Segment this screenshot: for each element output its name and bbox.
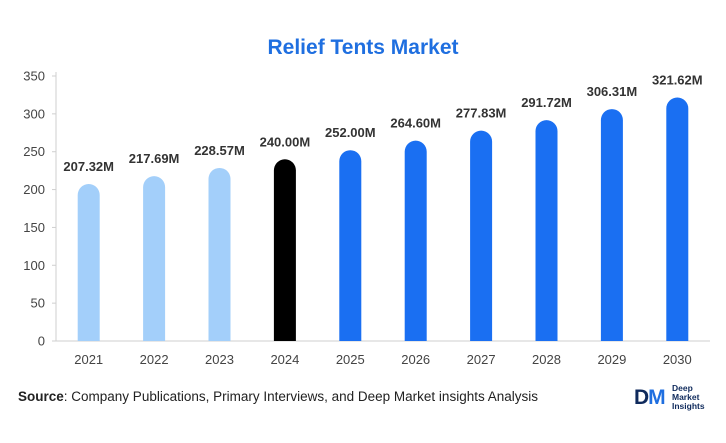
logo-line-3: Insights [672, 401, 705, 411]
bar-2024 [273, 159, 296, 341]
x-tick-label-2028: 2028 [532, 352, 561, 367]
y-tick-label: 250 [23, 144, 45, 159]
y-tick-label: 350 [23, 69, 45, 84]
bar-2028 [535, 120, 558, 341]
logo-mark-d: D [634, 386, 649, 409]
source-note: Source: Company Publications, Primary In… [18, 389, 538, 404]
data-label-2028: 291.72M [521, 95, 572, 110]
data-label-2030: 321.62M [652, 72, 703, 87]
bar-2022 [143, 176, 166, 341]
bar-2025 [339, 150, 362, 341]
data-label-2022: 217.69M [129, 151, 180, 166]
x-tick-label-2022: 2022 [140, 352, 169, 367]
x-tick-label-2026: 2026 [401, 352, 430, 367]
data-label-2023: 228.57M [194, 143, 245, 158]
data-labels: 207.32M 217.69M 228.57M 240.00M 252.00M 264.6… [63, 72, 702, 174]
y-axis: 0 50 100 150 200 250 300 350 [23, 69, 57, 349]
logo-mark-m: M [648, 386, 665, 409]
x-tick-label-2023: 2023 [205, 352, 234, 367]
y-tick-label: 200 [23, 182, 45, 197]
x-tick-label-2024: 2024 [270, 352, 299, 367]
y-tick-label: 150 [23, 220, 45, 235]
bar-2021 [77, 184, 100, 341]
data-label-2029: 306.31M [587, 84, 638, 99]
y-tick-label: 300 [23, 106, 45, 121]
bar-2030 [666, 97, 689, 341]
x-tick-label-2029: 2029 [597, 352, 626, 367]
company-logo: DM Deep Market Insights [634, 384, 720, 412]
source-text: : Company Publications, Primary Intervie… [63, 389, 538, 404]
y-tick-label: 100 [23, 258, 45, 273]
data-label-2027: 277.83M [456, 106, 507, 121]
x-tick-label-2027: 2027 [467, 352, 496, 367]
logo-line-1: Deep [672, 383, 693, 393]
x-axis: 2021 2022 2023 2024 2025 2026 2027 2028 2029 2030 [56, 340, 710, 367]
x-tick-label-2030: 2030 [663, 352, 692, 367]
y-tick-label: 50 [31, 296, 45, 311]
x-tick-label-2025: 2025 [336, 352, 365, 367]
bar-2023 [208, 167, 231, 341]
x-tick-label-2021: 2021 [74, 352, 103, 367]
bars [77, 97, 689, 341]
logo-text: Deep Market Insights [672, 384, 705, 411]
source-label: Source [18, 389, 64, 404]
data-label-2021: 207.32M [63, 159, 114, 174]
data-label-2024: 240.00M [260, 134, 311, 149]
chart-title: Relief Tents Market [267, 36, 459, 59]
y-tick-label: 0 [38, 334, 45, 349]
logo-mark: DM [634, 386, 666, 410]
data-label-2026: 264.60M [390, 116, 441, 131]
bar-2029 [600, 109, 623, 341]
data-label-2025: 252.00M [325, 125, 376, 140]
bar-2027 [470, 130, 493, 341]
logo-line-2: Market [672, 392, 700, 402]
bar-2026 [404, 140, 427, 341]
